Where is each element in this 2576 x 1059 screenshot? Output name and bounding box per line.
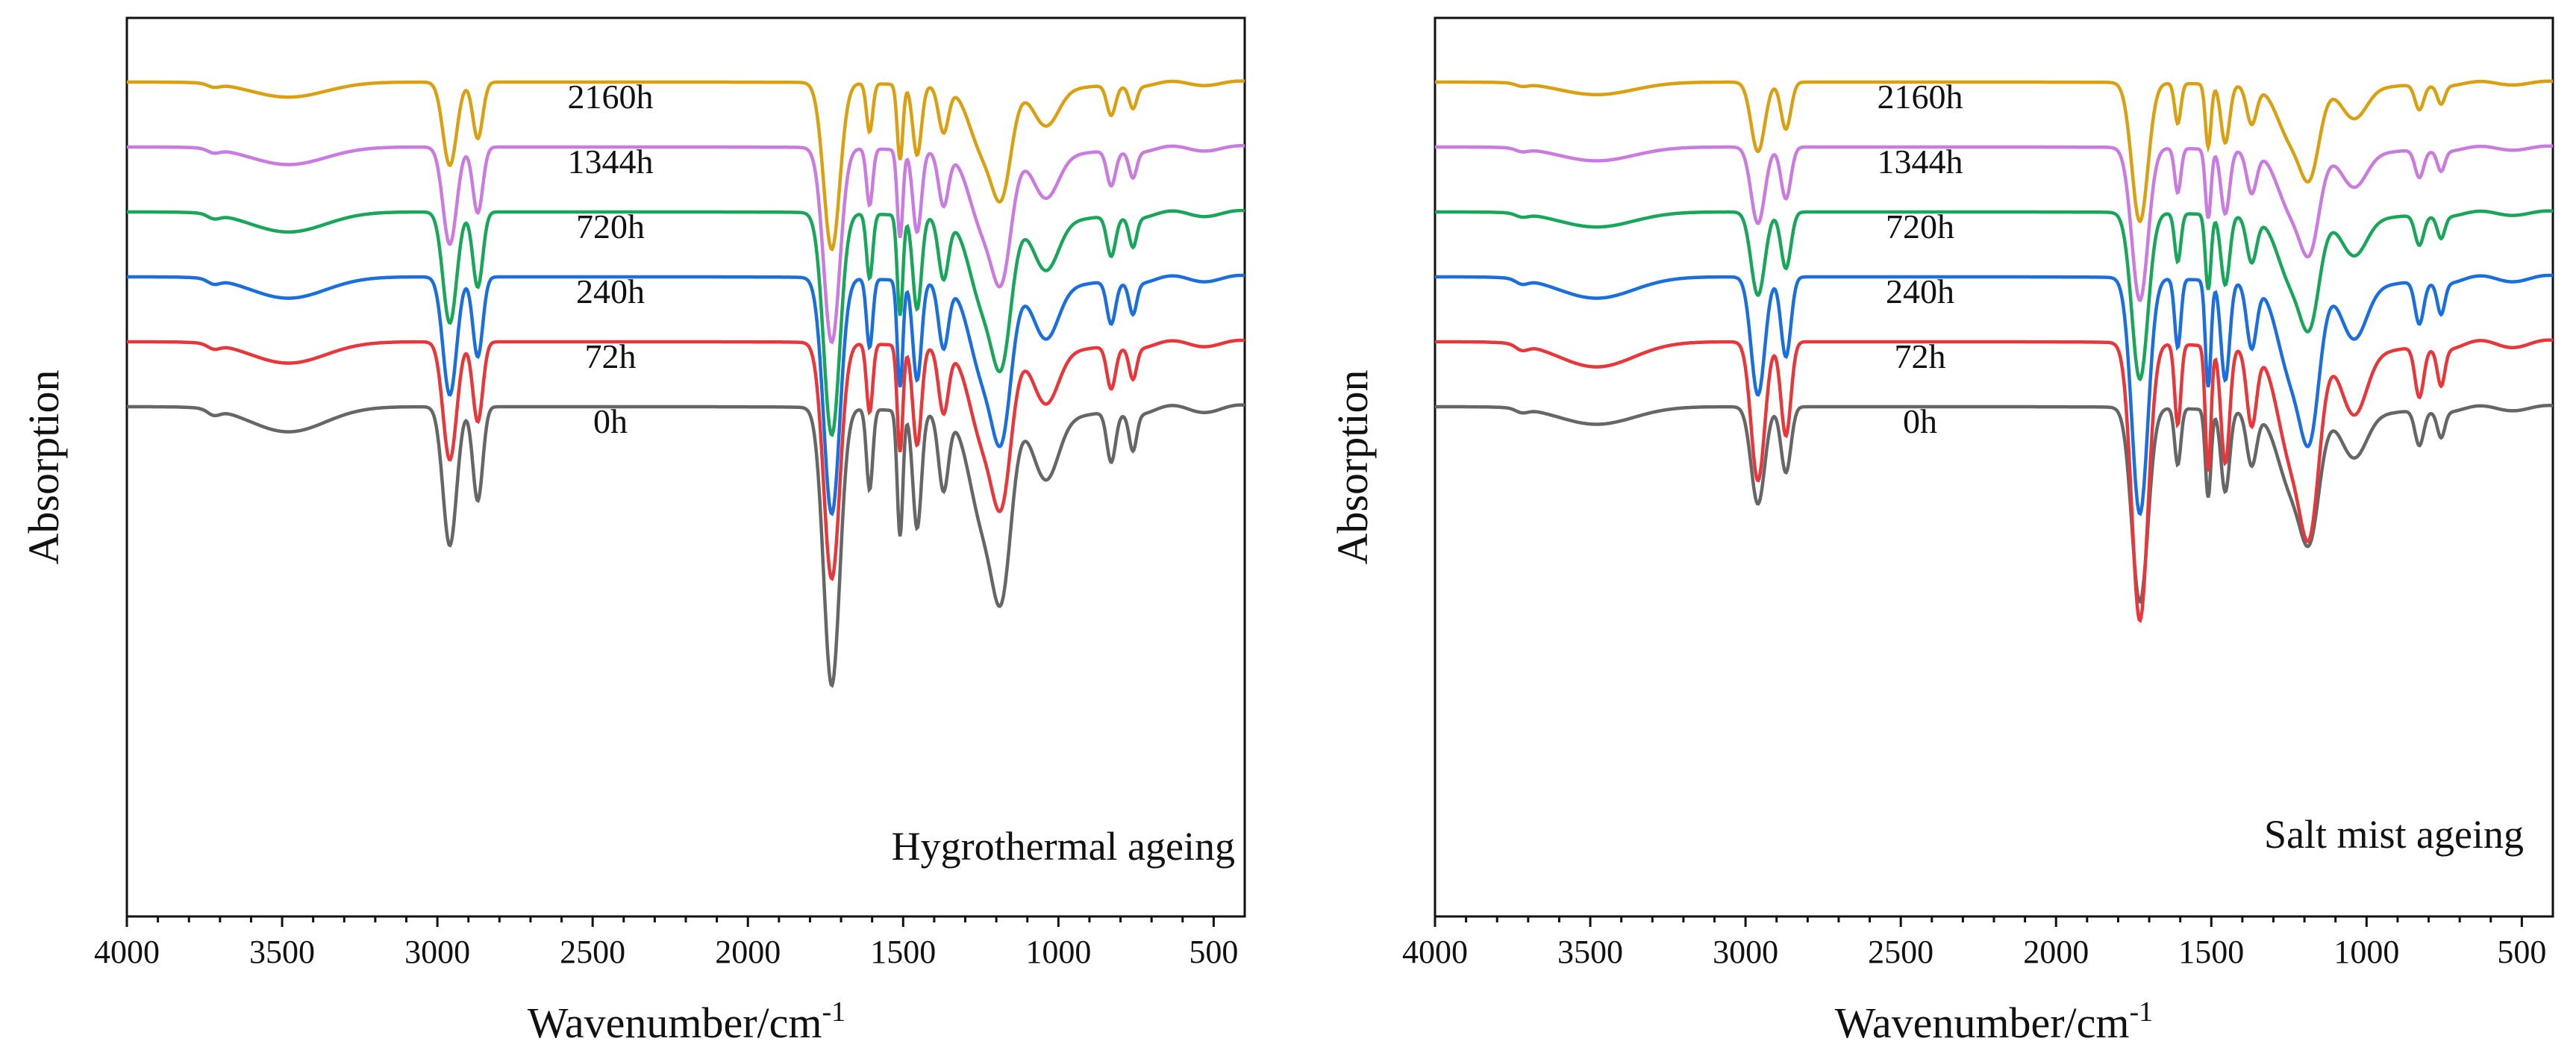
series-label-2160h: 2160h [1878,78,1963,116]
x-tick-label-2000: 2000 [2023,934,2089,970]
series-line-240h [1435,273,2553,516]
x-tick-label-1500: 1500 [870,934,936,970]
series-labels: 0h 72h 240h 720h 1344h 2160h [1878,78,1963,440]
x-tick-label-500: 500 [1189,934,1238,970]
x-tick-label-4000: 4000 [1402,934,1468,970]
x-axis-ticks: 4000 3500 3000 2500 2000 1500 1000 500 [94,916,1238,970]
plot-frame [125,16,1246,918]
x-axis-title-superscript: -1 [822,996,846,1028]
series-line-72h [127,338,1245,581]
series-label-720h: 720h [576,207,645,246]
series-line-720h [1435,209,2554,381]
series-label-0h: 0h [593,402,628,440]
series-line-0h [127,403,1245,688]
x-tick-label-3000: 3000 [1713,934,1778,970]
series-line-0h [1435,404,2553,605]
x-tick-label-3500: 3500 [1557,934,1623,970]
x-axis-title: Wavenumber/cm-1 [1835,996,2153,1047]
series-labels: 0h 72h 240h 720h 1344h 2160h [568,78,654,440]
series-line-1344h [127,144,1245,345]
y-axis-title: Absorption [1328,370,1377,565]
x-tick-label-1500: 1500 [2178,934,2244,970]
hygrothermal-panel: 0h 72h 240h 720h 1344h 2160h 4000 3500 3000 2500… [19,16,1246,1047]
series-label-240h: 240h [1886,272,1954,310]
series-label-1344h: 1344h [568,143,654,181]
series-label-72h: 72h [585,337,637,375]
x-axis-title-text: Wavenumber/cm [528,999,822,1047]
series-line-2160h [127,79,1245,252]
panel-annotation: Hygrothermal ageing [892,824,1235,869]
x-tick-label-2500: 2500 [560,934,625,970]
x-tick-label-4000: 4000 [94,934,160,970]
series-label-1344h: 1344h [1878,143,1963,181]
x-axis-ticks: 4000 3500 3000 2500 2000 1500 1000 500 [1402,916,2546,970]
series-label-2160h: 2160h [568,78,654,116]
x-tick-label-2500: 2500 [1868,934,1933,970]
x-axis-title-text: Wavenumber/cm [1835,999,2130,1047]
x-tick-label-3000: 3000 [404,934,470,970]
x-tick-label-1000: 1000 [1025,934,1091,970]
series-line-2160h [1435,79,2553,224]
series-group [1435,79,2554,623]
series-label-72h: 72h [1895,337,1946,375]
y-axis-title: Absorption [19,370,68,565]
salt-mist-panel: 0h 72h 240h 720h 1344h 2160h 4000 3500 3000 2500… [1328,16,2554,1047]
x-axis-title-superscript: -1 [2130,996,2154,1028]
x-tick-label-2000: 2000 [715,934,781,970]
x-tick-label-3500: 3500 [249,934,315,970]
series-line-720h [127,208,1245,437]
series-group [127,79,1245,688]
x-tick-label-500: 500 [2497,934,2546,970]
series-label-0h: 0h [1903,402,1937,440]
x-tick-label-1000: 1000 [2333,934,2399,970]
panel-annotation: Salt mist ageing [2264,812,2524,857]
series-line-240h [127,273,1245,516]
series-line-1344h [1435,144,2554,303]
series-line-72h [1435,338,2554,623]
series-label-720h: 720h [1886,207,1954,246]
x-axis-title: Wavenumber/cm-1 [528,996,845,1047]
series-label-240h: 240h [576,272,645,310]
